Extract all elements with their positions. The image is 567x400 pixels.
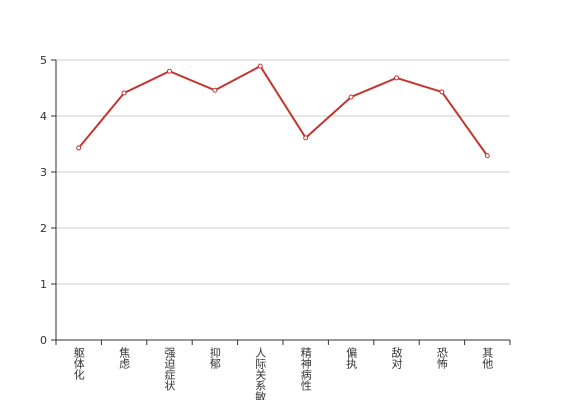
x-tick-label: 人际关系敏感: [254, 347, 267, 400]
x-tick-label: 恐怖: [435, 347, 448, 369]
y-tick-label: 2: [40, 222, 47, 235]
point: [212, 87, 218, 93]
point: [394, 75, 399, 81]
y-tick-label: 3: [40, 166, 47, 179]
x-tick-label: 其他: [481, 347, 494, 369]
point: [167, 68, 172, 74]
x-tick-label: 偏执: [345, 346, 358, 370]
y-tick-label: 4: [40, 110, 47, 123]
point: [76, 145, 82, 151]
y-tick-label: 1: [40, 278, 47, 291]
x-tick-label: 焦虑: [118, 347, 131, 369]
point: [484, 153, 490, 159]
point: [257, 63, 263, 69]
y-tick-label: 5: [40, 54, 47, 67]
x-tick-label: 躯体化: [72, 347, 85, 381]
x-tick-label: 精神病性: [299, 347, 312, 392]
x-tick-label: 敌对: [390, 346, 403, 369]
point: [121, 90, 127, 96]
point: [348, 94, 354, 100]
line: [77, 64, 489, 157]
point: [439, 89, 445, 95]
x-tick-label: 强迫症状: [163, 347, 176, 391]
point: [303, 135, 309, 141]
x-tick-label: 抑郁: [208, 346, 221, 369]
y-tick-label: 0: [40, 334, 47, 347]
